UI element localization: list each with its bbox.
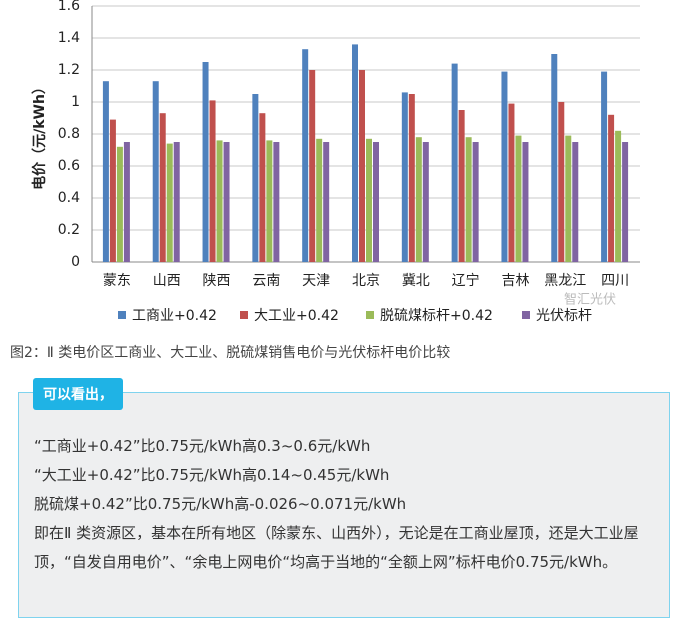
bar	[558, 102, 565, 262]
bar	[323, 142, 330, 262]
y-tick-label: 0	[71, 254, 80, 270]
bar	[422, 142, 429, 262]
bar	[166, 143, 173, 262]
x-tick-label: 辽宁	[452, 272, 480, 289]
legend-label: 脱硫煤标杆+0.42	[380, 308, 493, 324]
bar	[458, 110, 465, 262]
x-tick-label: 陕西	[203, 273, 231, 289]
bar	[316, 138, 323, 262]
bar	[273, 142, 280, 262]
bar	[622, 142, 629, 262]
bar	[109, 119, 116, 262]
y-axis-label: 电价（元/kWh）	[31, 80, 48, 190]
bar	[209, 100, 216, 263]
bar	[522, 142, 529, 262]
note-line: “工商业+0.42”比0.75元/kWh高0.3~0.6元/kWh	[34, 437, 371, 455]
bar	[102, 81, 109, 262]
bar	[202, 62, 209, 262]
y-tick-label: 1	[71, 94, 80, 110]
bar	[551, 54, 558, 262]
note-heading: 可以看出，	[33, 378, 123, 410]
x-tick-label: 黑龙江	[544, 273, 586, 289]
y-tick-label: 0.8	[58, 126, 80, 142]
x-tick-label: 冀北	[402, 273, 430, 289]
y-tick-label: 1.4	[58, 30, 80, 46]
bar	[465, 137, 472, 262]
bar	[266, 140, 273, 262]
y-tick-label: 1.6	[58, 0, 80, 14]
bar	[159, 113, 166, 262]
watermark: 智汇光伏	[564, 293, 616, 308]
x-tick-label: 蒙东	[103, 273, 131, 289]
bar	[601, 71, 608, 262]
bar	[415, 137, 422, 262]
bar	[252, 94, 259, 262]
bar	[572, 142, 579, 262]
bar	[223, 142, 230, 262]
legend-swatch	[366, 311, 374, 319]
bar	[501, 71, 508, 262]
y-tick-label: 0.6	[58, 158, 80, 174]
bar	[259, 113, 266, 262]
bar	[216, 140, 223, 262]
legend-label: 光伏标杆	[536, 308, 592, 324]
bar	[309, 70, 316, 262]
x-tick-label: 北京	[352, 273, 380, 289]
bar	[116, 146, 123, 262]
bar	[401, 92, 408, 263]
y-tick-label: 0.2	[58, 222, 80, 238]
x-tick-label: 四川	[601, 273, 629, 289]
x-tick-label: 吉林	[501, 273, 529, 289]
note-line: “大工业+0.42”比0.75元/kWh高0.14~0.45元/kWh	[34, 466, 390, 484]
bar	[152, 81, 159, 262]
note-box	[18, 392, 670, 618]
y-tick-label: 0.4	[58, 190, 80, 206]
caption: 图2：Ⅱ 类电价区工商业、大工业、脱硫煤销售电价与光伏标杆电价比较	[10, 345, 451, 361]
bar	[373, 142, 379, 262]
legend-swatch	[522, 311, 530, 319]
bar	[565, 135, 572, 262]
bar	[173, 142, 180, 262]
legend-label: 工商业+0.42	[132, 308, 217, 324]
x-tick-label: 云南	[252, 273, 280, 289]
bar	[608, 114, 615, 262]
note-text: “工商业+0.42”比0.75元/kWh高0.3~0.6元/kWh “大工业+0.…	[34, 432, 654, 577]
bar	[359, 70, 365, 262]
bar	[508, 103, 515, 262]
legend-swatch	[240, 311, 248, 319]
note-line: 即在Ⅱ 类资源区，基本在所有地区（除蒙东、山西外），无论是在工商业屋顶，还是大工…	[34, 524, 639, 571]
bar	[408, 94, 415, 262]
bar	[123, 142, 130, 262]
bar	[515, 135, 522, 262]
legend-label: 大工业+0.42	[254, 308, 339, 324]
x-tick-label: 天津	[302, 273, 330, 289]
bar	[451, 63, 458, 262]
bar	[352, 44, 358, 263]
legend-swatch	[118, 311, 126, 319]
bar	[366, 138, 372, 262]
bar	[472, 142, 479, 262]
chart: 电价（元/kWh） 智汇光伏 0 0.2 0.4 0.6 0.8 1 1.2 1.4 1.6 蒙东…	[31, 0, 640, 324]
y-tick-label: 1.2	[58, 62, 80, 78]
bar	[615, 130, 622, 262]
bar	[302, 49, 309, 263]
note-line: 脱硫煤+0.42”比0.75元/kWh高-0.026~0.071元/kWh	[34, 495, 407, 513]
x-tick-label: 山西	[153, 273, 181, 289]
